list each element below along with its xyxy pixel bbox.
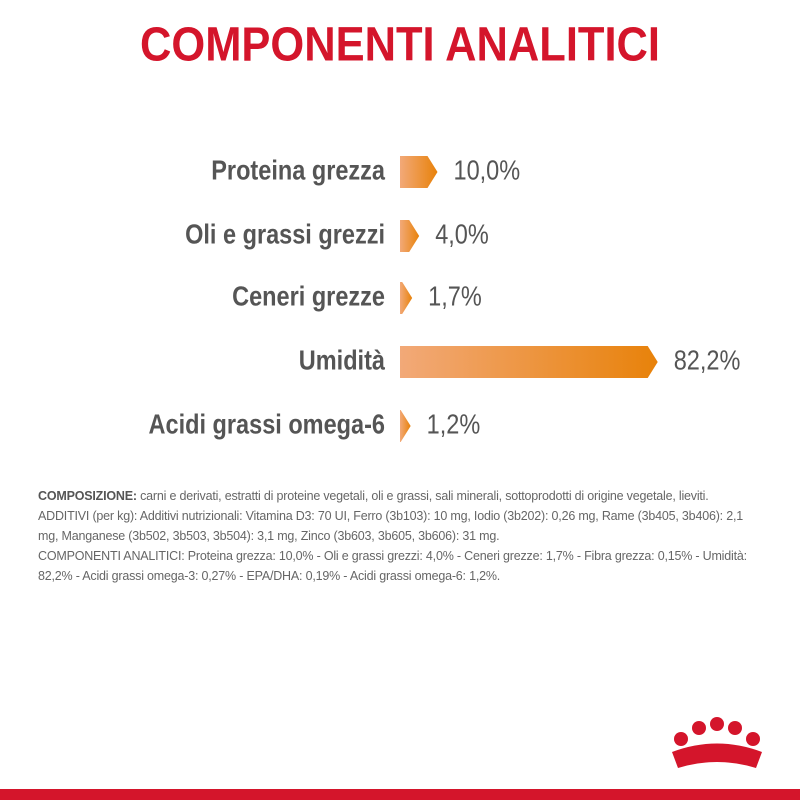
value-label: 1,7% <box>428 282 482 312</box>
category-label: Ceneri grezze <box>232 282 385 312</box>
analytic-text: COMPONENTI ANALITICI: Proteina grezza: 1… <box>38 549 747 583</box>
additives-text: ADDITIVI (per kg): Additivi nutrizionali… <box>38 509 743 543</box>
composition-text: carni e derivati, estratti di proteine v… <box>140 489 709 503</box>
bar <box>400 410 411 442</box>
category-label: Oli e grassi grezzi <box>185 220 385 250</box>
value-label: 1,2% <box>427 410 481 440</box>
bar <box>400 220 420 252</box>
footer-bar <box>0 789 800 800</box>
category-label: Acidi grassi omega-6 <box>149 410 385 440</box>
bar <box>400 156 438 188</box>
logo <box>672 717 762 768</box>
category-label: Umidità <box>299 346 386 376</box>
value-label: 4,0% <box>435 220 489 250</box>
chart-title: COMPONENTI ANALITICI <box>140 19 660 72</box>
composition: COMPOSIZIONE: carni e derivati, estratti… <box>38 486 762 586</box>
category-label: Proteina grezza <box>211 156 385 186</box>
value-label: 82,2% <box>674 346 741 376</box>
bar <box>400 346 658 378</box>
value-label: 10,0% <box>454 156 521 186</box>
composition-label: COMPOSIZIONE: <box>38 489 137 503</box>
bar <box>400 282 413 314</box>
